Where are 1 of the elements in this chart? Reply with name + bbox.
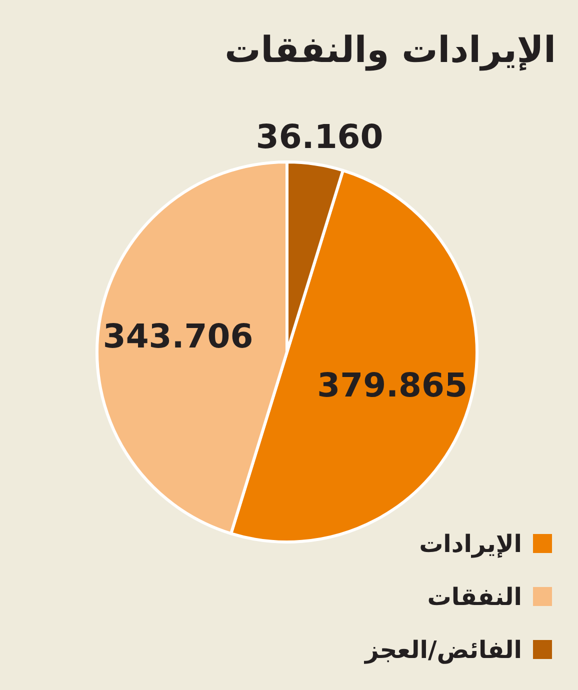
chart-title: الإيرادات والنفقات — [224, 30, 556, 71]
